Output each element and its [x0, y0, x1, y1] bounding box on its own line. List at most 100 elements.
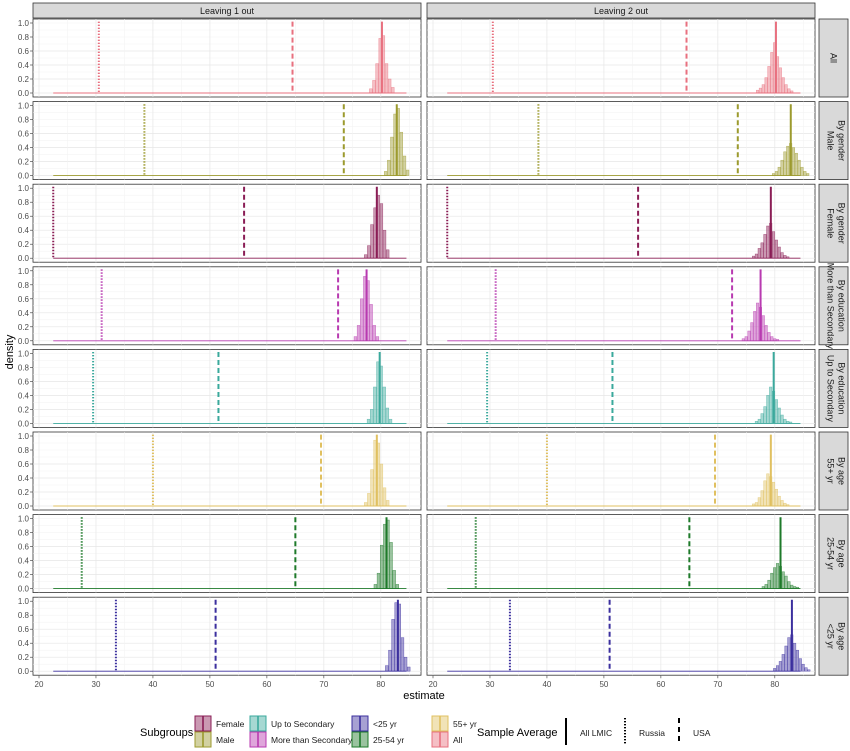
histogram-bar [376, 572, 381, 589]
histogram-bar [790, 90, 794, 94]
facet-strip-row-label: 55+ yr [826, 458, 836, 483]
y-tick-label: 0.0 [18, 172, 30, 181]
histogram-bar [370, 469, 374, 507]
histogram-bar [807, 669, 811, 672]
facet-strip-row-group: By age [837, 622, 847, 650]
histogram-bar [388, 649, 392, 672]
y-tick-label: 0.0 [18, 502, 30, 511]
facet-strip-row [818, 514, 849, 593]
histogram-bar [369, 304, 373, 342]
facet-strip-row-label: More than Secondary [826, 263, 836, 350]
y-tick-label: 0.6 [18, 377, 30, 386]
histogram-bar [786, 256, 790, 259]
y-tick-label: 0.4 [18, 474, 30, 483]
legend-label: 55+ yr [453, 719, 477, 729]
legend-average-label: All LMIC [580, 728, 612, 738]
histogram-bar [764, 325, 768, 342]
histogram-bar [756, 302, 760, 342]
facet-strip-row-label: All [829, 53, 839, 63]
facet-strip-row [818, 266, 849, 346]
histogram-bar [777, 166, 781, 176]
panel-leaving-1-out [32, 101, 422, 180]
facet-strip-column-label: Leaving 2 out [594, 6, 649, 16]
y-tick-label: 0.2 [18, 653, 30, 662]
x-tick-label: 60 [262, 680, 271, 689]
histogram-bar [375, 63, 379, 94]
y-tick-label: 1.0 [18, 184, 30, 193]
y-tick-label: 0.4 [18, 557, 30, 566]
y-tick-label: 0.4 [18, 639, 30, 648]
histogram-bar [764, 584, 768, 589]
histogram-bar [786, 504, 790, 507]
y-tick-label: 0.6 [18, 295, 30, 304]
histogram-bar [767, 66, 771, 94]
panel-leaving-2-out [426, 514, 816, 593]
histogram-bar [370, 224, 374, 259]
histogram-bar [387, 159, 391, 176]
histogram-bar [783, 255, 787, 259]
legend-key-all: All [431, 731, 463, 748]
histogram-bar [382, 386, 386, 424]
facet-strip-row [818, 101, 849, 180]
histogram-bar [780, 500, 784, 507]
histogram-bar [402, 155, 407, 176]
histogram-bar [774, 171, 778, 176]
histogram-bar [772, 481, 776, 507]
histogram-bar [370, 409, 374, 424]
x-tick-label: 40 [148, 680, 157, 689]
histogram-bar [387, 78, 392, 94]
histogram-bar [769, 386, 773, 424]
histogram-bar [761, 84, 765, 94]
y-tick-label: 0.6 [18, 625, 30, 634]
histogram-bar [766, 225, 770, 259]
panel-leaving-1-out [32, 514, 422, 593]
histogram-bar [804, 667, 808, 672]
x-tick-label: 30 [92, 680, 101, 689]
x-tick-label: 50 [205, 680, 214, 689]
histogram-bar [763, 234, 767, 259]
x-tick-label: 60 [656, 680, 665, 689]
y-tick-label: 0.0 [18, 337, 30, 346]
histogram-bar [372, 80, 376, 94]
facet-strip-row-group: By gender [837, 120, 847, 161]
histogram-bar [787, 581, 791, 589]
x-tick-label: 50 [599, 680, 608, 689]
y-tick-label: 0.8 [18, 529, 30, 538]
facet-strip-row-group: By gender [837, 203, 847, 244]
histogram-bar [385, 407, 390, 424]
histogram-bar [774, 399, 778, 424]
histogram-bar [780, 252, 784, 259]
panel-leaving-1-out [32, 431, 422, 511]
panel-leaving-1-out [32, 18, 422, 98]
histogram-bar [793, 642, 797, 672]
histogram-bar [750, 322, 754, 342]
histogram-bar [780, 414, 784, 424]
legend-label: Female [216, 719, 245, 729]
histogram-bar [775, 339, 780, 342]
histogram-bar [399, 131, 403, 176]
y-tick-label: 1.0 [18, 597, 30, 606]
facet-strip-row-group: By age [837, 540, 847, 568]
x-tick-label: 20 [429, 680, 438, 689]
histogram-bar [789, 421, 793, 424]
y-axis-title: density [4, 334, 16, 369]
histogram-bar [803, 171, 807, 176]
panel-leaving-2-out [426, 101, 816, 180]
histogram-bar [777, 495, 781, 507]
histogram-bar [353, 336, 358, 342]
histogram-bar [763, 406, 767, 424]
histogram-bar [356, 325, 361, 342]
histogram-bar [366, 418, 371, 424]
histogram-bar [403, 656, 408, 672]
panel-leaving-1-out [32, 266, 422, 346]
histogram-bar [385, 500, 390, 507]
x-tick-label: 70 [713, 680, 722, 689]
histogram-bar [360, 298, 364, 342]
histogram-bar [790, 584, 794, 589]
histogram-bar [400, 637, 405, 672]
histogram-bar [778, 661, 782, 672]
histogram-bar [806, 173, 810, 176]
histogram-bar [379, 463, 384, 507]
histogram-bar [784, 645, 788, 672]
